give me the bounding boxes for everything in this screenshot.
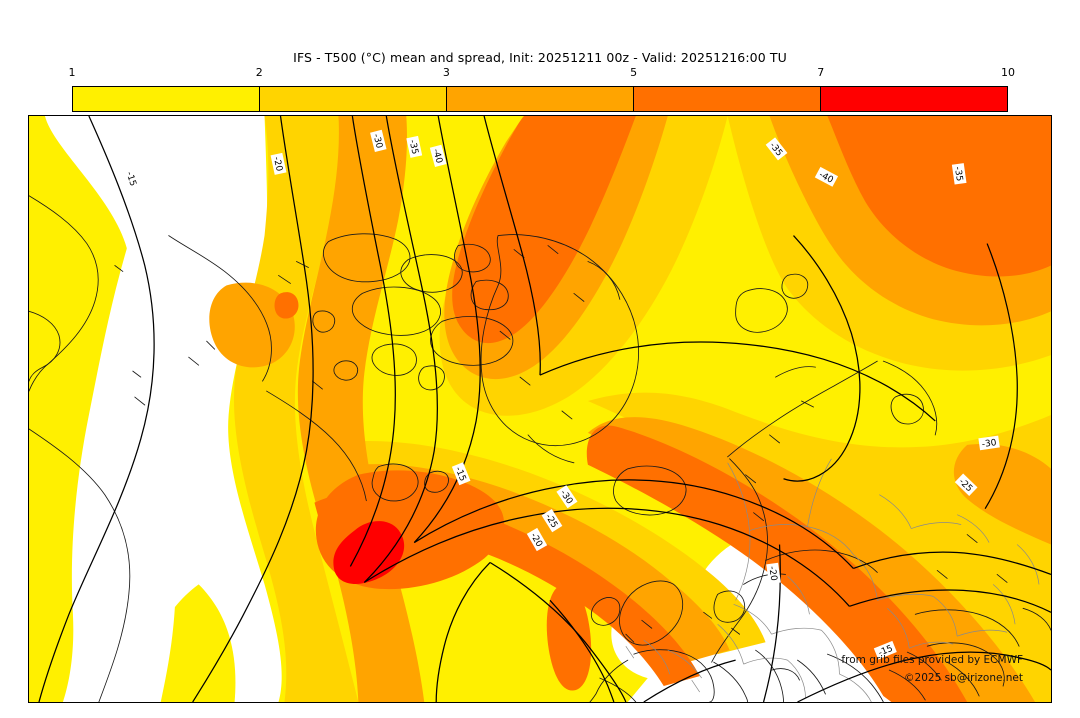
svg-text:-35: -35 — [407, 139, 420, 155]
weather-map[interactable]: -15 -20 -30 -35 -40 — [28, 115, 1052, 703]
colorbar-tick-1: 2 — [255, 66, 263, 79]
colorbar-segment-2-3 — [260, 87, 447, 111]
colorbar-tick-5: 10 — [1001, 66, 1015, 79]
colorbar-segment-7-10 — [821, 87, 1007, 111]
svg-text:-40: -40 — [430, 148, 444, 165]
svg-text:-20: -20 — [766, 566, 778, 582]
colorbar-tick-0: 1 — [68, 66, 76, 79]
svg-text:-35: -35 — [952, 166, 964, 182]
svg-text:-15: -15 — [124, 171, 138, 188]
colorbar-segment-5-7 — [634, 87, 821, 111]
page-title: IFS - T500 (°C) mean and spread, Init: 2… — [293, 50, 787, 65]
colorbar-tick-4: 7 — [817, 66, 825, 79]
colorbar-segment-1-2 — [73, 87, 260, 111]
colorbar-tick-3: 5 — [630, 66, 638, 79]
credit-copyright: ©2025 sb@irizone.net — [904, 672, 1023, 684]
colorbar-tick-2: 3 — [442, 66, 450, 79]
colorbar: 1 2 3 5 7 10 — [68, 66, 1016, 112]
contour-labels: -15 -20 -30 -35 -40 — [123, 129, 1000, 660]
credit-source: from grib files provided by ECMWF — [841, 654, 1023, 666]
colorbar-segment-3-5 — [447, 87, 634, 111]
svg-text:-20: -20 — [271, 156, 284, 173]
svg-text:-30: -30 — [371, 133, 384, 150]
colorbar-tick-labels: 1 2 3 5 7 10 — [68, 66, 1016, 84]
colorbar-gradient — [72, 86, 1008, 112]
svg-text:-30: -30 — [981, 438, 997, 450]
